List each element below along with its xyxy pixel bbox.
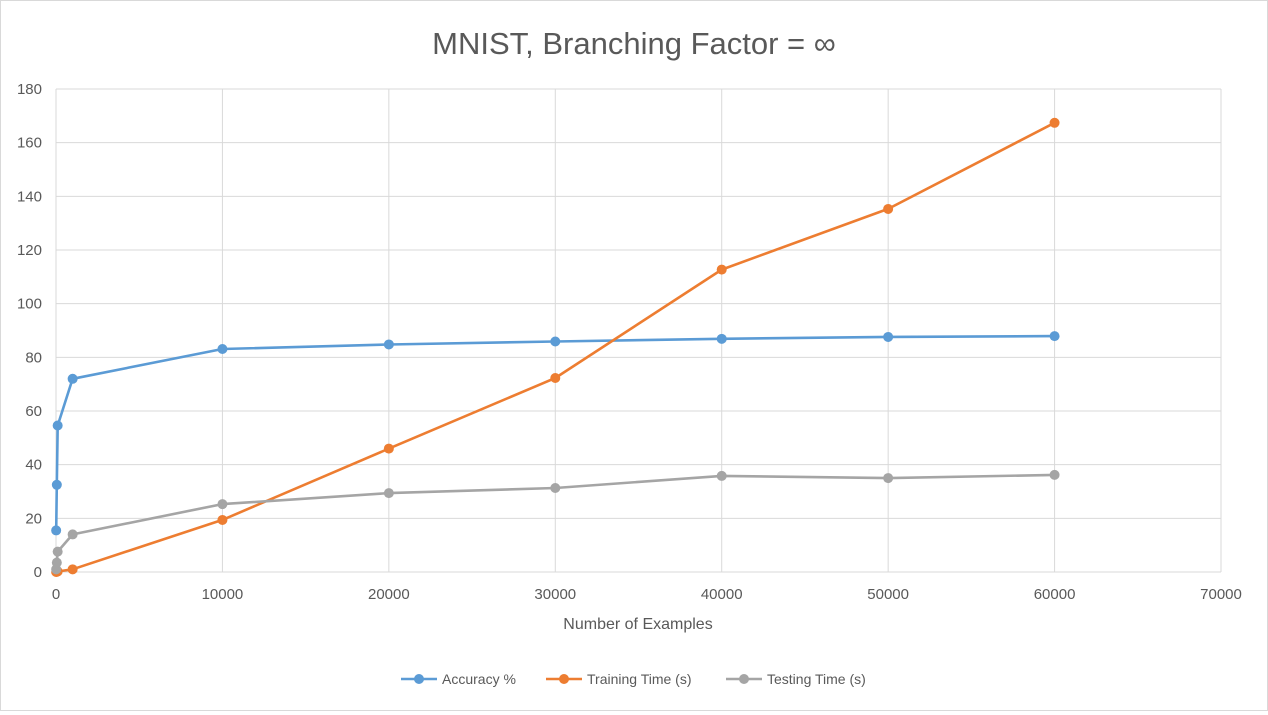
data-point <box>217 499 228 510</box>
data-point <box>1049 469 1060 480</box>
y-tick-label: 40 <box>25 457 42 474</box>
data-point <box>51 557 62 568</box>
x-tick-label: 60000 <box>1034 586 1076 603</box>
data-point <box>217 344 228 355</box>
data-point <box>52 546 63 557</box>
data-point <box>383 443 394 454</box>
series-group <box>51 117 1060 577</box>
data-point <box>883 473 894 484</box>
data-point <box>550 336 561 347</box>
y-tick-label: 180 <box>17 81 42 98</box>
y-tick-label: 60 <box>25 403 42 420</box>
data-point <box>67 564 78 575</box>
legend-marker <box>414 674 424 684</box>
x-tick-label: 50000 <box>867 586 909 603</box>
series-line <box>54 334 1055 531</box>
chart-title: MNIST, Branching Factor = ∞ <box>432 26 836 61</box>
series-0 <box>51 331 1060 536</box>
data-point <box>383 339 394 350</box>
data-point <box>550 372 561 383</box>
x-tick-label: 70000 <box>1200 586 1242 603</box>
data-point <box>217 514 228 525</box>
data-point <box>883 331 894 342</box>
y-tick-label: 100 <box>17 296 42 313</box>
series-2 <box>51 469 1060 575</box>
gridlines <box>55 88 1222 573</box>
x-tick-label: 30000 <box>534 586 576 603</box>
data-point <box>550 483 561 494</box>
y-tick-label: 20 <box>25 510 42 527</box>
x-axis-ticks: 0 10000 20000 30000 40000 50000 60000 70000 <box>52 586 1242 603</box>
x-tick-label: 20000 <box>368 586 410 603</box>
y-tick-label: 120 <box>17 242 42 259</box>
data-point <box>716 333 727 344</box>
data-point <box>1049 117 1060 128</box>
series-line <box>54 473 1055 570</box>
legend-label: Testing Time (s) <box>767 671 866 687</box>
x-axis-title: Number of Examples <box>563 616 712 633</box>
legend-marker <box>739 674 749 684</box>
data-point <box>883 203 894 214</box>
data-point <box>716 470 727 481</box>
x-tick-label: 40000 <box>701 586 743 603</box>
data-point <box>51 525 62 536</box>
legend-label: Training Time (s) <box>587 671 692 687</box>
y-axis-ticks: 0 20 40 60 80 100 120 140 160 180 <box>17 81 42 581</box>
data-point <box>1049 331 1060 342</box>
legend-label: Accuracy % <box>442 671 516 687</box>
data-point <box>67 373 78 384</box>
y-tick-label: 80 <box>25 349 42 366</box>
x-tick-label: 0 <box>52 586 60 603</box>
y-tick-label: 160 <box>17 135 42 152</box>
data-point <box>716 264 727 275</box>
y-tick-label: 140 <box>17 188 42 205</box>
data-point <box>67 529 78 540</box>
legend-marker <box>559 674 569 684</box>
y-tick-label: 0 <box>34 564 42 581</box>
data-point <box>52 420 63 431</box>
x-tick-label: 10000 <box>202 586 244 603</box>
data-point <box>51 479 62 490</box>
data-point <box>383 488 394 499</box>
legend: Accuracy % Training Time (s) Testing Time … <box>401 671 866 687</box>
